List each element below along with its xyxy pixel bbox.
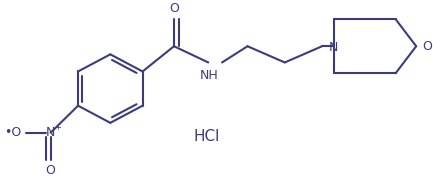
Text: O: O <box>45 164 55 177</box>
Text: N: N <box>329 41 339 54</box>
Text: NH: NH <box>200 69 219 82</box>
Text: •O: •O <box>4 126 21 139</box>
Text: +: + <box>54 123 61 132</box>
Text: O: O <box>169 2 179 15</box>
Text: HCl: HCl <box>194 129 220 144</box>
Text: N: N <box>46 126 55 139</box>
Text: O: O <box>422 40 432 53</box>
